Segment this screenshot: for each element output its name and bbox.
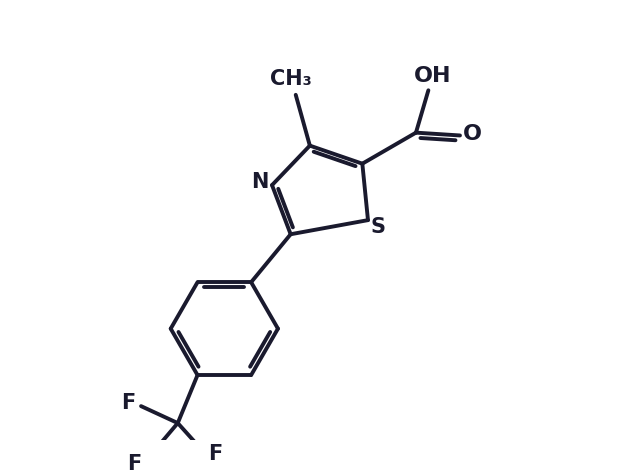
Text: F: F (209, 444, 223, 464)
Text: N: N (251, 172, 268, 192)
Text: OH: OH (414, 66, 452, 86)
Text: O: O (463, 124, 482, 144)
Text: S: S (371, 217, 386, 237)
Text: F: F (122, 393, 136, 413)
Text: F: F (127, 454, 141, 470)
Text: CH₃: CH₃ (270, 69, 312, 89)
